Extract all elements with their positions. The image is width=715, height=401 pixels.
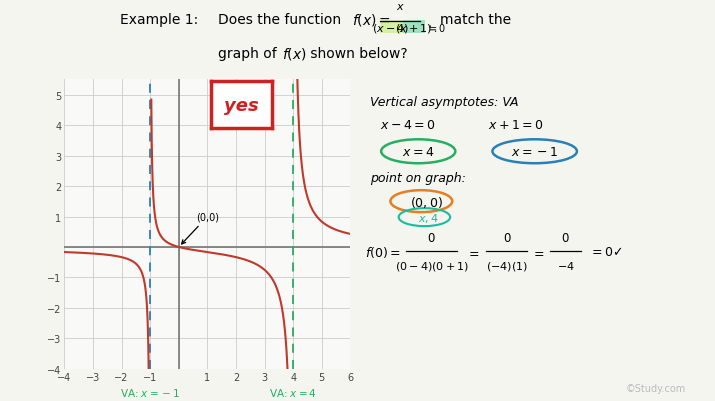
- Text: graph of: graph of: [218, 47, 281, 61]
- Text: Example 1:: Example 1:: [120, 13, 198, 27]
- Text: $x=4$: $x=4$: [402, 146, 435, 158]
- Text: yes: yes: [224, 96, 259, 114]
- Text: $(-4)(1)$: $(-4)(1)$: [486, 259, 528, 272]
- Text: $-4$: $-4$: [557, 259, 574, 271]
- Text: $=0\checkmark$: $=0\checkmark$: [589, 245, 623, 258]
- Text: $(x-4)$: $(x-4)$: [373, 22, 410, 34]
- Text: VA: $x=4$: VA: $x=4$: [269, 386, 317, 398]
- Text: $f(x)$: $f(x)$: [282, 46, 307, 62]
- Text: $f(0)=$: $f(0)=$: [365, 244, 400, 259]
- Text: $(x+1)$: $(x+1)$: [395, 22, 433, 34]
- Text: $\fallingdotseq 0$: $\fallingdotseq 0$: [427, 22, 446, 34]
- Text: Vertical asymptotes: VA: Vertical asymptotes: VA: [370, 95, 518, 109]
- Text: $=$: $=$: [531, 245, 545, 258]
- Text: VA: $x=-1$: VA: $x=-1$: [120, 386, 180, 398]
- Text: $x+1=0$: $x+1=0$: [488, 119, 544, 132]
- Text: shown below?: shown below?: [306, 47, 408, 61]
- Text: $x=-1$: $x=-1$: [511, 146, 558, 158]
- Text: $x, 4$: $x, 4$: [418, 211, 439, 224]
- Text: $0$: $0$: [503, 231, 511, 245]
- Text: $f(x) = $: $f(x) = $: [352, 12, 391, 28]
- FancyBboxPatch shape: [403, 21, 425, 34]
- Text: $(0, 0)$: $(0, 0)$: [410, 194, 443, 209]
- Text: $=$: $=$: [466, 245, 480, 258]
- Text: match the: match the: [440, 13, 511, 27]
- Text: Does the function: Does the function: [218, 13, 345, 27]
- Text: $x$: $x$: [395, 2, 405, 12]
- Text: $(0-4)(0+1)$: $(0-4)(0+1)$: [395, 259, 468, 272]
- FancyBboxPatch shape: [380, 21, 403, 34]
- Text: $0$: $0$: [561, 231, 570, 245]
- Text: (0,0): (0,0): [182, 212, 219, 244]
- Text: point on graph:: point on graph:: [370, 171, 465, 184]
- Text: ©Study.com: ©Study.com: [626, 383, 686, 393]
- Text: $0$: $0$: [428, 231, 436, 245]
- Text: $x-4=0$: $x-4=0$: [380, 119, 435, 132]
